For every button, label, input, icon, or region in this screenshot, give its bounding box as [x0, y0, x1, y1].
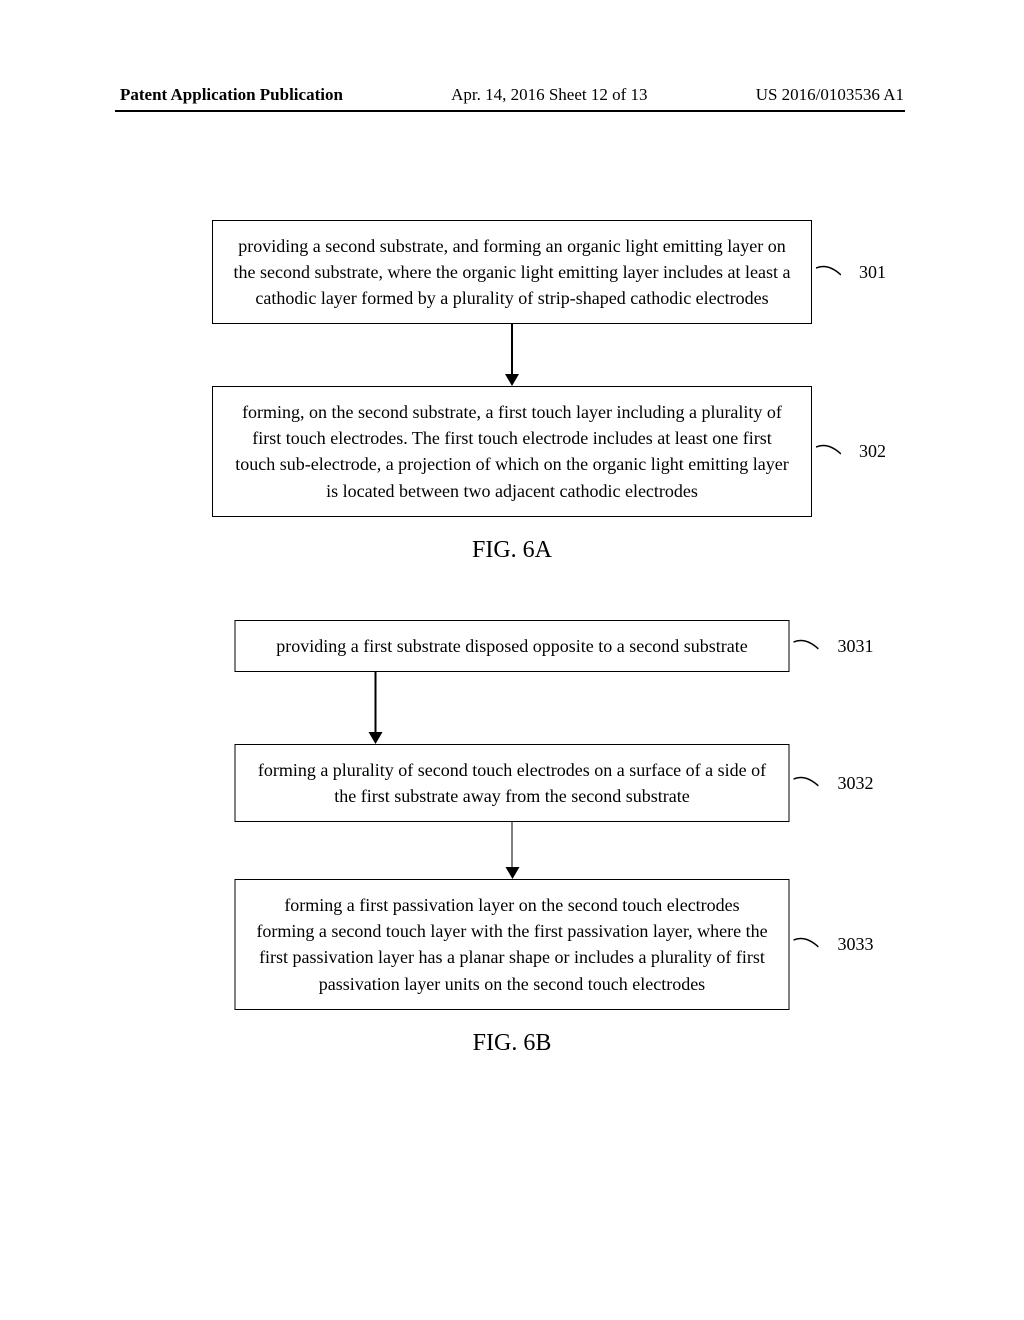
flow-ref-label: 301 — [859, 259, 886, 285]
figure-label-6a: FIG. 6A — [212, 537, 812, 564]
flow-box-text: providing a second substrate, and formin… — [234, 236, 791, 308]
flow-box-text: forming a first passivation layer on the… — [256, 895, 767, 993]
label-connector-icon — [794, 637, 819, 655]
flow-box-3031: providing a first substrate disposed opp… — [235, 620, 790, 672]
flow-ref-label: 302 — [859, 438, 886, 464]
flow-box-3033: forming a first passivation layer on the… — [235, 879, 790, 1009]
arrow-head-icon — [505, 374, 519, 386]
header-patent-number: US 2016/0103536 A1 — [756, 85, 904, 105]
flow-box-text: forming, on the second substrate, a firs… — [235, 402, 789, 500]
arrow-line — [375, 672, 377, 732]
arrow-line — [511, 324, 513, 374]
flow-ref-label: 3031 — [838, 633, 874, 659]
flowchart-6b: providing a first substrate disposed opp… — [235, 620, 790, 1057]
flowchart-6a: providing a second substrate, and formin… — [212, 220, 812, 564]
label-connector-icon — [816, 442, 841, 460]
label-connector-icon — [794, 935, 819, 953]
figure-label-6b: FIG. 6B — [235, 1030, 790, 1057]
header-divider — [115, 110, 905, 112]
arrow-line — [511, 822, 513, 867]
flow-ref-label: 3032 — [838, 770, 874, 796]
flow-box-text: forming a plurality of second touch elec… — [258, 760, 766, 806]
flow-box-302: forming, on the second substrate, a firs… — [212, 386, 812, 516]
label-connector-icon — [794, 774, 819, 792]
arrow-head-icon — [505, 867, 519, 879]
arrow-down-icon — [235, 822, 790, 879]
flow-ref-label: 3033 — [838, 931, 874, 957]
header-date-sheet: Apr. 14, 2016 Sheet 12 of 13 — [451, 85, 647, 105]
flow-box-3032: forming a plurality of second touch elec… — [235, 744, 790, 822]
flow-box-text: providing a first substrate disposed opp… — [276, 636, 747, 656]
label-connector-icon — [816, 263, 841, 281]
arrow-down-icon — [212, 324, 812, 386]
page-header: Patent Application Publication Apr. 14, … — [0, 85, 1024, 105]
arrow-down-icon — [375, 672, 790, 744]
header-publication: Patent Application Publication — [120, 85, 343, 105]
flow-box-301: providing a second substrate, and formin… — [212, 220, 812, 324]
arrow-head-icon — [369, 732, 383, 744]
